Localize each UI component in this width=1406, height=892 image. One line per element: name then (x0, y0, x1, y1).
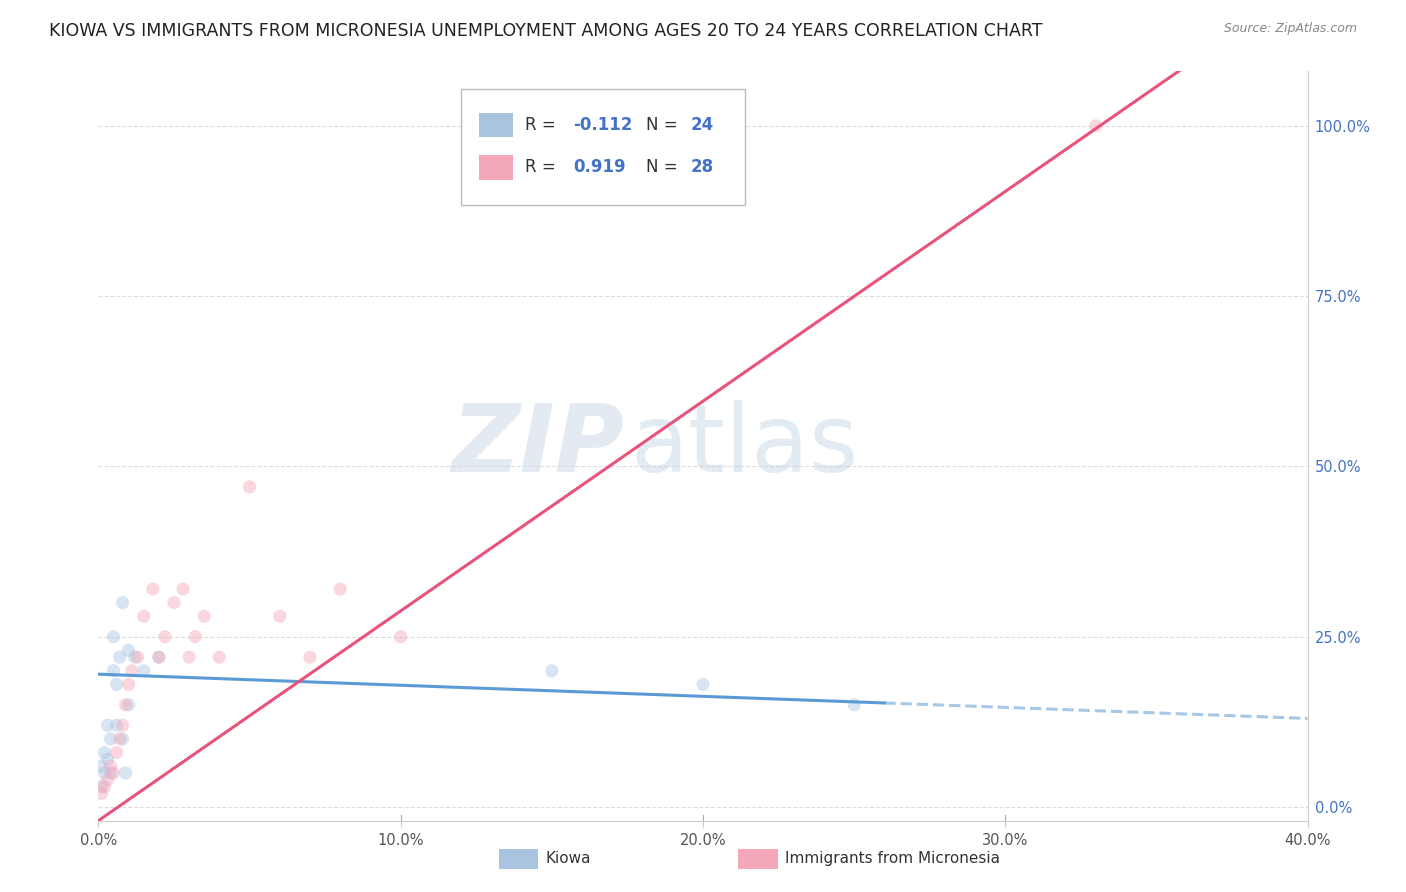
Point (844, 698, 866, 712)
Point (142, 582, 165, 596)
Point (132, 609, 155, 624)
Text: Immigrants from Micronesia: Immigrants from Micronesia (785, 851, 1000, 865)
Point (299, 650, 322, 665)
Point (118, 698, 141, 712)
Bar (479, 155, 513, 180)
Point (540, 664, 562, 678)
Text: 28: 28 (690, 158, 714, 177)
Text: Source: ZipAtlas.com: Source: ZipAtlas.com (1223, 22, 1357, 36)
Text: R =: R = (526, 158, 561, 177)
Point (148, 650, 170, 665)
Point (111, 731, 134, 746)
Point (100, 766, 122, 780)
Point (105, 677, 128, 691)
Point (96, 752, 118, 766)
Point (93, 766, 115, 780)
Text: -0.112: -0.112 (574, 116, 633, 134)
Point (163, 596, 186, 610)
Point (184, 630, 207, 644)
Point (105, 746, 128, 760)
Text: R =: R = (526, 116, 561, 134)
Text: Kiowa: Kiowa (546, 851, 591, 865)
Point (103, 664, 125, 678)
Point (108, 731, 131, 746)
Point (96, 718, 118, 732)
Point (105, 718, 128, 732)
Point (127, 650, 149, 665)
Point (111, 718, 134, 732)
Point (90, 780, 112, 794)
Point (329, 582, 352, 596)
Text: atlas: atlas (630, 400, 859, 492)
Point (153, 630, 176, 644)
Text: KIOWA VS IMMIGRANTS FROM MICRONESIA UNEMPLOYMENT AMONG AGES 20 TO 24 YEARS CORRE: KIOWA VS IMMIGRANTS FROM MICRONESIA UNEM… (49, 22, 1043, 40)
FancyBboxPatch shape (461, 88, 745, 205)
Point (114, 698, 136, 712)
Point (692, 677, 714, 691)
Point (269, 609, 291, 624)
Point (118, 643, 141, 657)
Point (148, 650, 170, 665)
Point (121, 664, 143, 678)
Point (90, 786, 112, 800)
Point (132, 664, 155, 678)
Point (93, 746, 115, 760)
Point (100, 759, 122, 773)
Point (389, 630, 412, 644)
Point (96, 772, 118, 787)
Point (193, 609, 215, 624)
Point (111, 596, 134, 610)
Text: N =: N = (647, 116, 683, 134)
Point (100, 731, 122, 746)
Text: 24: 24 (690, 116, 714, 134)
Point (108, 650, 131, 665)
Point (208, 650, 231, 665)
Point (90, 759, 112, 773)
Point (179, 650, 201, 665)
Point (103, 766, 125, 780)
Point (124, 650, 146, 665)
Point (114, 766, 136, 780)
Point (172, 582, 194, 596)
Point (103, 630, 125, 644)
Point (118, 677, 141, 691)
Point (239, 480, 262, 494)
Bar (479, 112, 513, 137)
Text: 0.919: 0.919 (574, 158, 626, 177)
Point (93, 780, 115, 794)
Point (1085, 119, 1108, 133)
Text: N =: N = (647, 158, 683, 177)
Text: ZIP: ZIP (451, 400, 624, 492)
